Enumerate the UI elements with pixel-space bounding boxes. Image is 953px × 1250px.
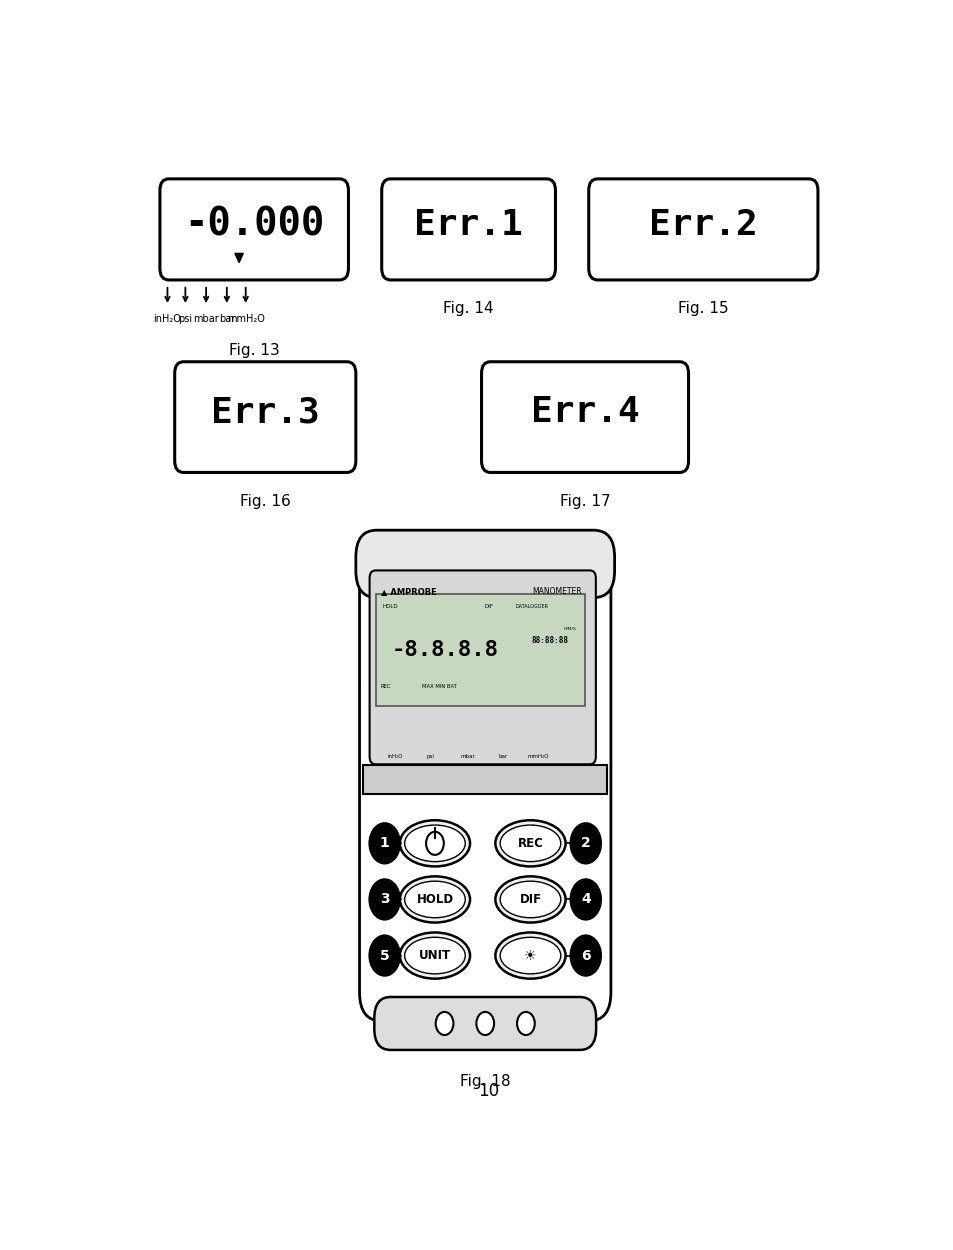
Ellipse shape bbox=[495, 932, 565, 979]
Text: Err.2: Err.2 bbox=[648, 208, 757, 241]
Text: HOLD: HOLD bbox=[382, 604, 397, 609]
Ellipse shape bbox=[399, 876, 470, 922]
Text: MANOMETER: MANOMETER bbox=[532, 588, 581, 596]
Ellipse shape bbox=[399, 932, 470, 979]
Circle shape bbox=[368, 822, 400, 865]
Text: ▲ AMPROBE: ▲ AMPROBE bbox=[380, 588, 436, 596]
Text: mbar: mbar bbox=[193, 314, 219, 324]
FancyBboxPatch shape bbox=[363, 765, 606, 794]
FancyBboxPatch shape bbox=[355, 530, 614, 598]
Text: mmH₂O: mmH₂O bbox=[527, 754, 549, 759]
Text: Fig. 13: Fig. 13 bbox=[229, 342, 279, 357]
Text: mmH₂O: mmH₂O bbox=[227, 314, 264, 324]
Circle shape bbox=[569, 822, 601, 865]
Text: Err.3: Err.3 bbox=[211, 395, 319, 429]
FancyBboxPatch shape bbox=[369, 570, 596, 764]
Ellipse shape bbox=[499, 881, 560, 918]
Ellipse shape bbox=[495, 820, 565, 866]
Text: Fig. 18: Fig. 18 bbox=[459, 1074, 510, 1089]
Text: inH₂O: inH₂O bbox=[387, 754, 403, 759]
FancyBboxPatch shape bbox=[374, 998, 596, 1050]
FancyBboxPatch shape bbox=[160, 179, 348, 280]
Text: MAX MIN BAT: MAX MIN BAT bbox=[422, 685, 456, 690]
FancyBboxPatch shape bbox=[481, 361, 688, 472]
Text: -0.000: -0.000 bbox=[184, 205, 324, 244]
Ellipse shape bbox=[404, 825, 465, 861]
Text: ☀: ☀ bbox=[524, 949, 537, 962]
Text: bar: bar bbox=[498, 754, 507, 759]
Text: Fig. 15: Fig. 15 bbox=[678, 301, 728, 316]
Text: 4: 4 bbox=[580, 892, 590, 906]
Text: REC: REC bbox=[379, 685, 390, 690]
Ellipse shape bbox=[399, 820, 470, 866]
Text: DATALOGGER: DATALOGGER bbox=[516, 604, 548, 609]
Polygon shape bbox=[234, 254, 243, 262]
Text: 2: 2 bbox=[580, 836, 590, 850]
Text: psi: psi bbox=[426, 754, 434, 759]
FancyBboxPatch shape bbox=[588, 179, 817, 280]
Circle shape bbox=[368, 879, 400, 921]
Text: -8.8.8.8: -8.8.8.8 bbox=[391, 640, 497, 660]
Text: Err.1: Err.1 bbox=[414, 208, 522, 241]
FancyBboxPatch shape bbox=[376, 594, 584, 706]
Text: 3: 3 bbox=[379, 892, 389, 906]
Text: mbar: mbar bbox=[459, 754, 475, 759]
Circle shape bbox=[426, 831, 443, 855]
Ellipse shape bbox=[495, 876, 565, 922]
Ellipse shape bbox=[499, 938, 560, 974]
Text: 5: 5 bbox=[379, 949, 389, 962]
Text: psi: psi bbox=[178, 314, 193, 324]
Text: Fig. 14: Fig. 14 bbox=[443, 301, 494, 316]
Text: 6: 6 bbox=[580, 949, 590, 962]
Text: 1: 1 bbox=[379, 836, 389, 850]
Circle shape bbox=[517, 1013, 535, 1035]
Circle shape bbox=[368, 935, 400, 976]
Text: Fig. 17: Fig. 17 bbox=[559, 494, 610, 509]
Text: REC: REC bbox=[517, 836, 543, 850]
Text: DIF: DIF bbox=[484, 604, 493, 609]
Text: 10: 10 bbox=[477, 1082, 499, 1100]
Text: 88:88:88: 88:88:88 bbox=[531, 636, 568, 645]
Ellipse shape bbox=[404, 938, 465, 974]
Text: Fig. 16: Fig. 16 bbox=[239, 494, 291, 509]
FancyBboxPatch shape bbox=[381, 179, 555, 280]
Ellipse shape bbox=[499, 825, 560, 861]
Circle shape bbox=[569, 879, 601, 921]
FancyBboxPatch shape bbox=[174, 361, 355, 472]
Ellipse shape bbox=[404, 881, 465, 918]
Text: H/M/S: H/M/S bbox=[562, 626, 576, 630]
Circle shape bbox=[436, 1013, 453, 1035]
Text: HOLD: HOLD bbox=[416, 892, 453, 906]
Text: bar: bar bbox=[218, 314, 234, 324]
Circle shape bbox=[569, 935, 601, 976]
Text: inH₂O: inH₂O bbox=[153, 314, 181, 324]
FancyBboxPatch shape bbox=[359, 540, 610, 1021]
Text: UNIT: UNIT bbox=[418, 949, 451, 962]
Text: Err.4: Err.4 bbox=[530, 395, 639, 429]
Text: DIF: DIF bbox=[518, 892, 541, 906]
Circle shape bbox=[476, 1013, 494, 1035]
